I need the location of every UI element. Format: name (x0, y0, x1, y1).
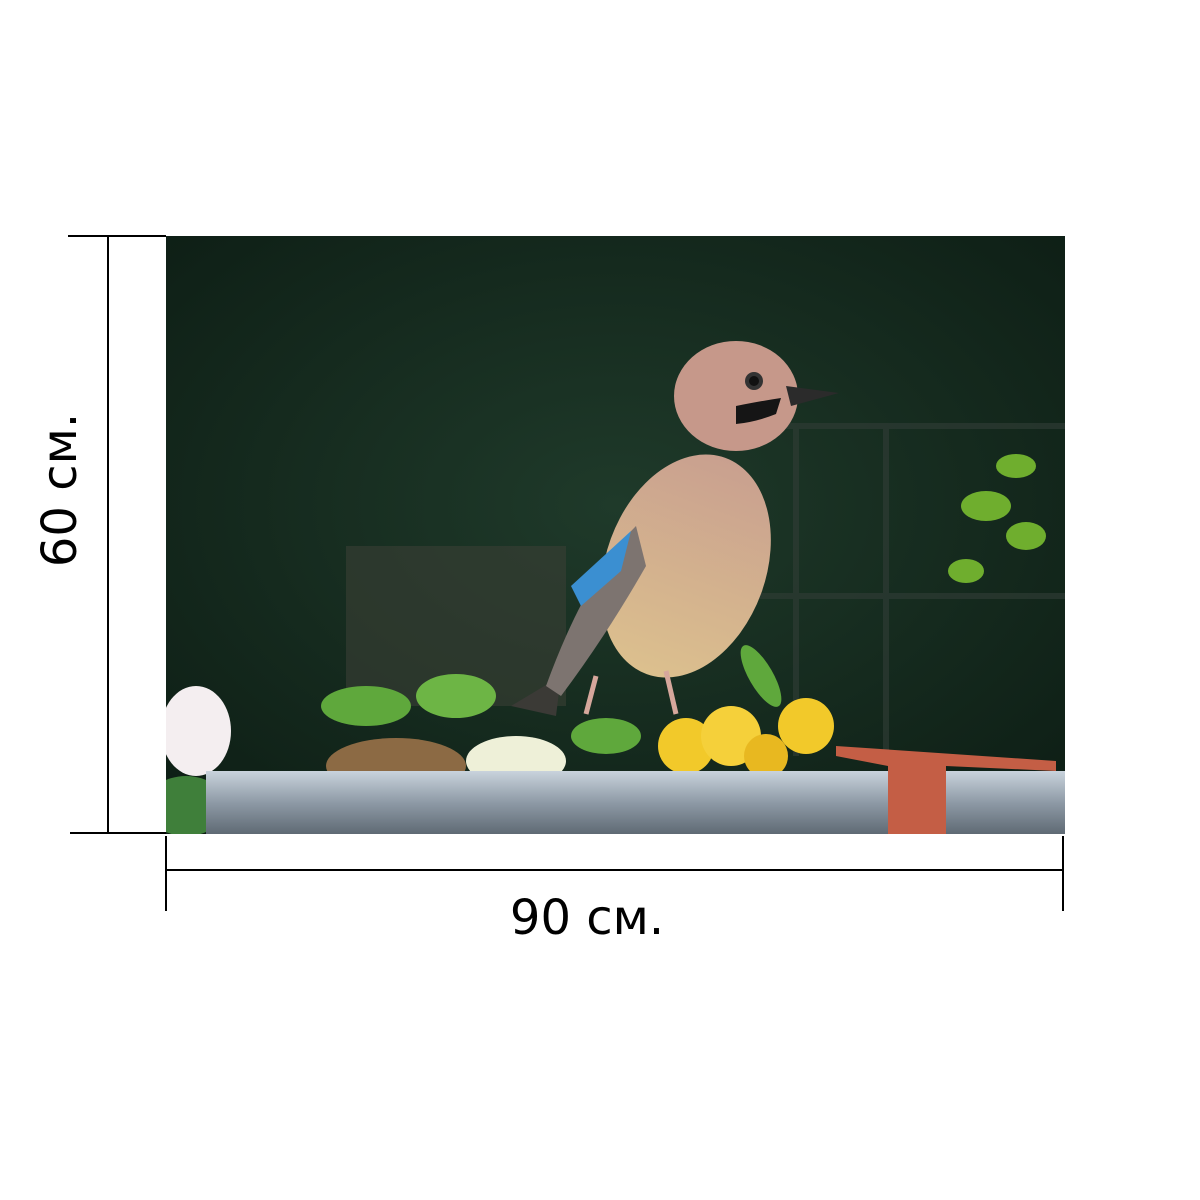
jay-bird (511, 341, 839, 716)
height-label: 60 см. (32, 412, 88, 568)
bird-photo-image (146, 236, 1065, 836)
height-tick-top (68, 235, 166, 237)
leaf-branch (948, 454, 1046, 583)
width-dimension-line (166, 869, 1064, 871)
width-label: 90 см. (509, 890, 665, 946)
bracket (836, 746, 1056, 834)
width-tick-right (1062, 836, 1064, 911)
product-photo (146, 236, 1065, 836)
width-tick-left (165, 836, 167, 911)
height-dimension-line (107, 236, 109, 834)
height-tick-bottom (70, 832, 166, 834)
